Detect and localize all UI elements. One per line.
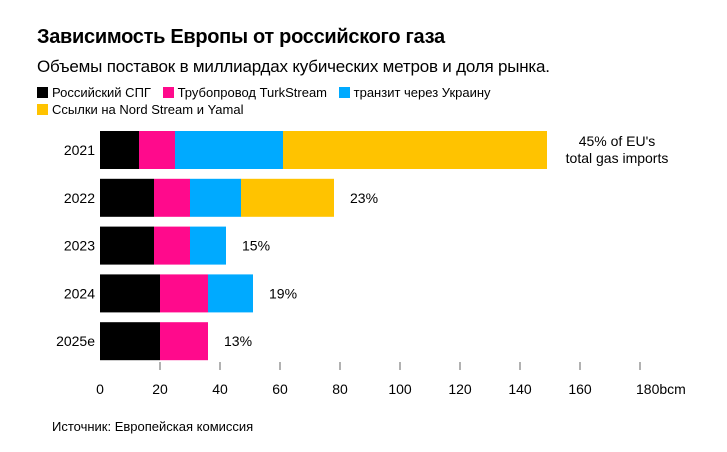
- legend-label: Российский СПГ: [52, 85, 151, 100]
- chart-subtitle: Объемы поставок в миллиардах кубических …: [37, 57, 550, 76]
- bar-segment: [160, 322, 208, 361]
- x-tick-label: 160: [568, 381, 592, 397]
- chart-title: Зависимость Европы от российского газа: [37, 26, 445, 48]
- legend-item-lng: Российский СПГ: [37, 84, 151, 101]
- bar-segment: [100, 274, 160, 313]
- x-tick-label: 60: [272, 381, 288, 397]
- x-tick-label: 120: [448, 381, 472, 397]
- x-tick-label: 80: [332, 381, 348, 397]
- x-tick-label: 140: [508, 381, 532, 397]
- y-tick-label: 2024: [64, 285, 95, 301]
- bar-segment: [100, 178, 154, 217]
- data-label: 23%: [350, 190, 378, 206]
- x-tick-label: 0: [96, 381, 104, 397]
- data-label: 15%: [242, 238, 270, 254]
- x-tick-label: 100: [388, 381, 412, 397]
- legend-item-turkstream: Трубопровод TurkStream: [162, 84, 328, 101]
- bar-segment: [139, 131, 175, 169]
- data-label: 45% of EU's total gas imports: [566, 133, 669, 166]
- bar-segment: [154, 226, 190, 265]
- bar-segment: [190, 178, 241, 217]
- bar-segment: [208, 274, 253, 313]
- legend-item-nordstream: Ссылки на Nord Stream и Yamal: [37, 101, 243, 118]
- bar-segment: [100, 226, 154, 265]
- bar-segment: [283, 131, 547, 169]
- legend-label: Ссылки на Nord Stream и Yamal: [52, 102, 244, 117]
- source-note: Источник: Европейская комиссия: [52, 419, 254, 434]
- legend-swatch: [338, 87, 350, 98]
- bar-segment: [154, 178, 190, 217]
- legend-swatch: [37, 104, 48, 115]
- legend-swatch: [162, 87, 174, 98]
- x-tick-label: 180bcm: [636, 381, 686, 397]
- bar-segment: [160, 274, 208, 313]
- y-tick-label: 2025e: [56, 333, 95, 349]
- data-label: 19%: [269, 285, 297, 301]
- bar-segment: [241, 178, 334, 217]
- bar-segment: [100, 131, 139, 169]
- bar-segment: [175, 131, 283, 169]
- y-tick-label: 2022: [64, 190, 95, 206]
- bar-segment: [100, 322, 160, 361]
- x-tick-label: 20: [152, 381, 168, 397]
- y-tick-label: 2021: [64, 142, 95, 158]
- bar-segment: [190, 226, 226, 265]
- legend-item-ukraine: транзит через Украину: [338, 84, 491, 101]
- legend-swatch: [37, 87, 48, 98]
- legend-label: Трубопровод TurkStream: [177, 85, 328, 100]
- data-label: 13%: [224, 333, 252, 349]
- legend: Российский СПГ Трубопровод TurkStream тр…: [37, 84, 637, 118]
- x-tick-label: 40: [212, 381, 228, 397]
- legend-label: транзит через Украину: [353, 85, 491, 100]
- y-tick-label: 2023: [64, 238, 95, 254]
